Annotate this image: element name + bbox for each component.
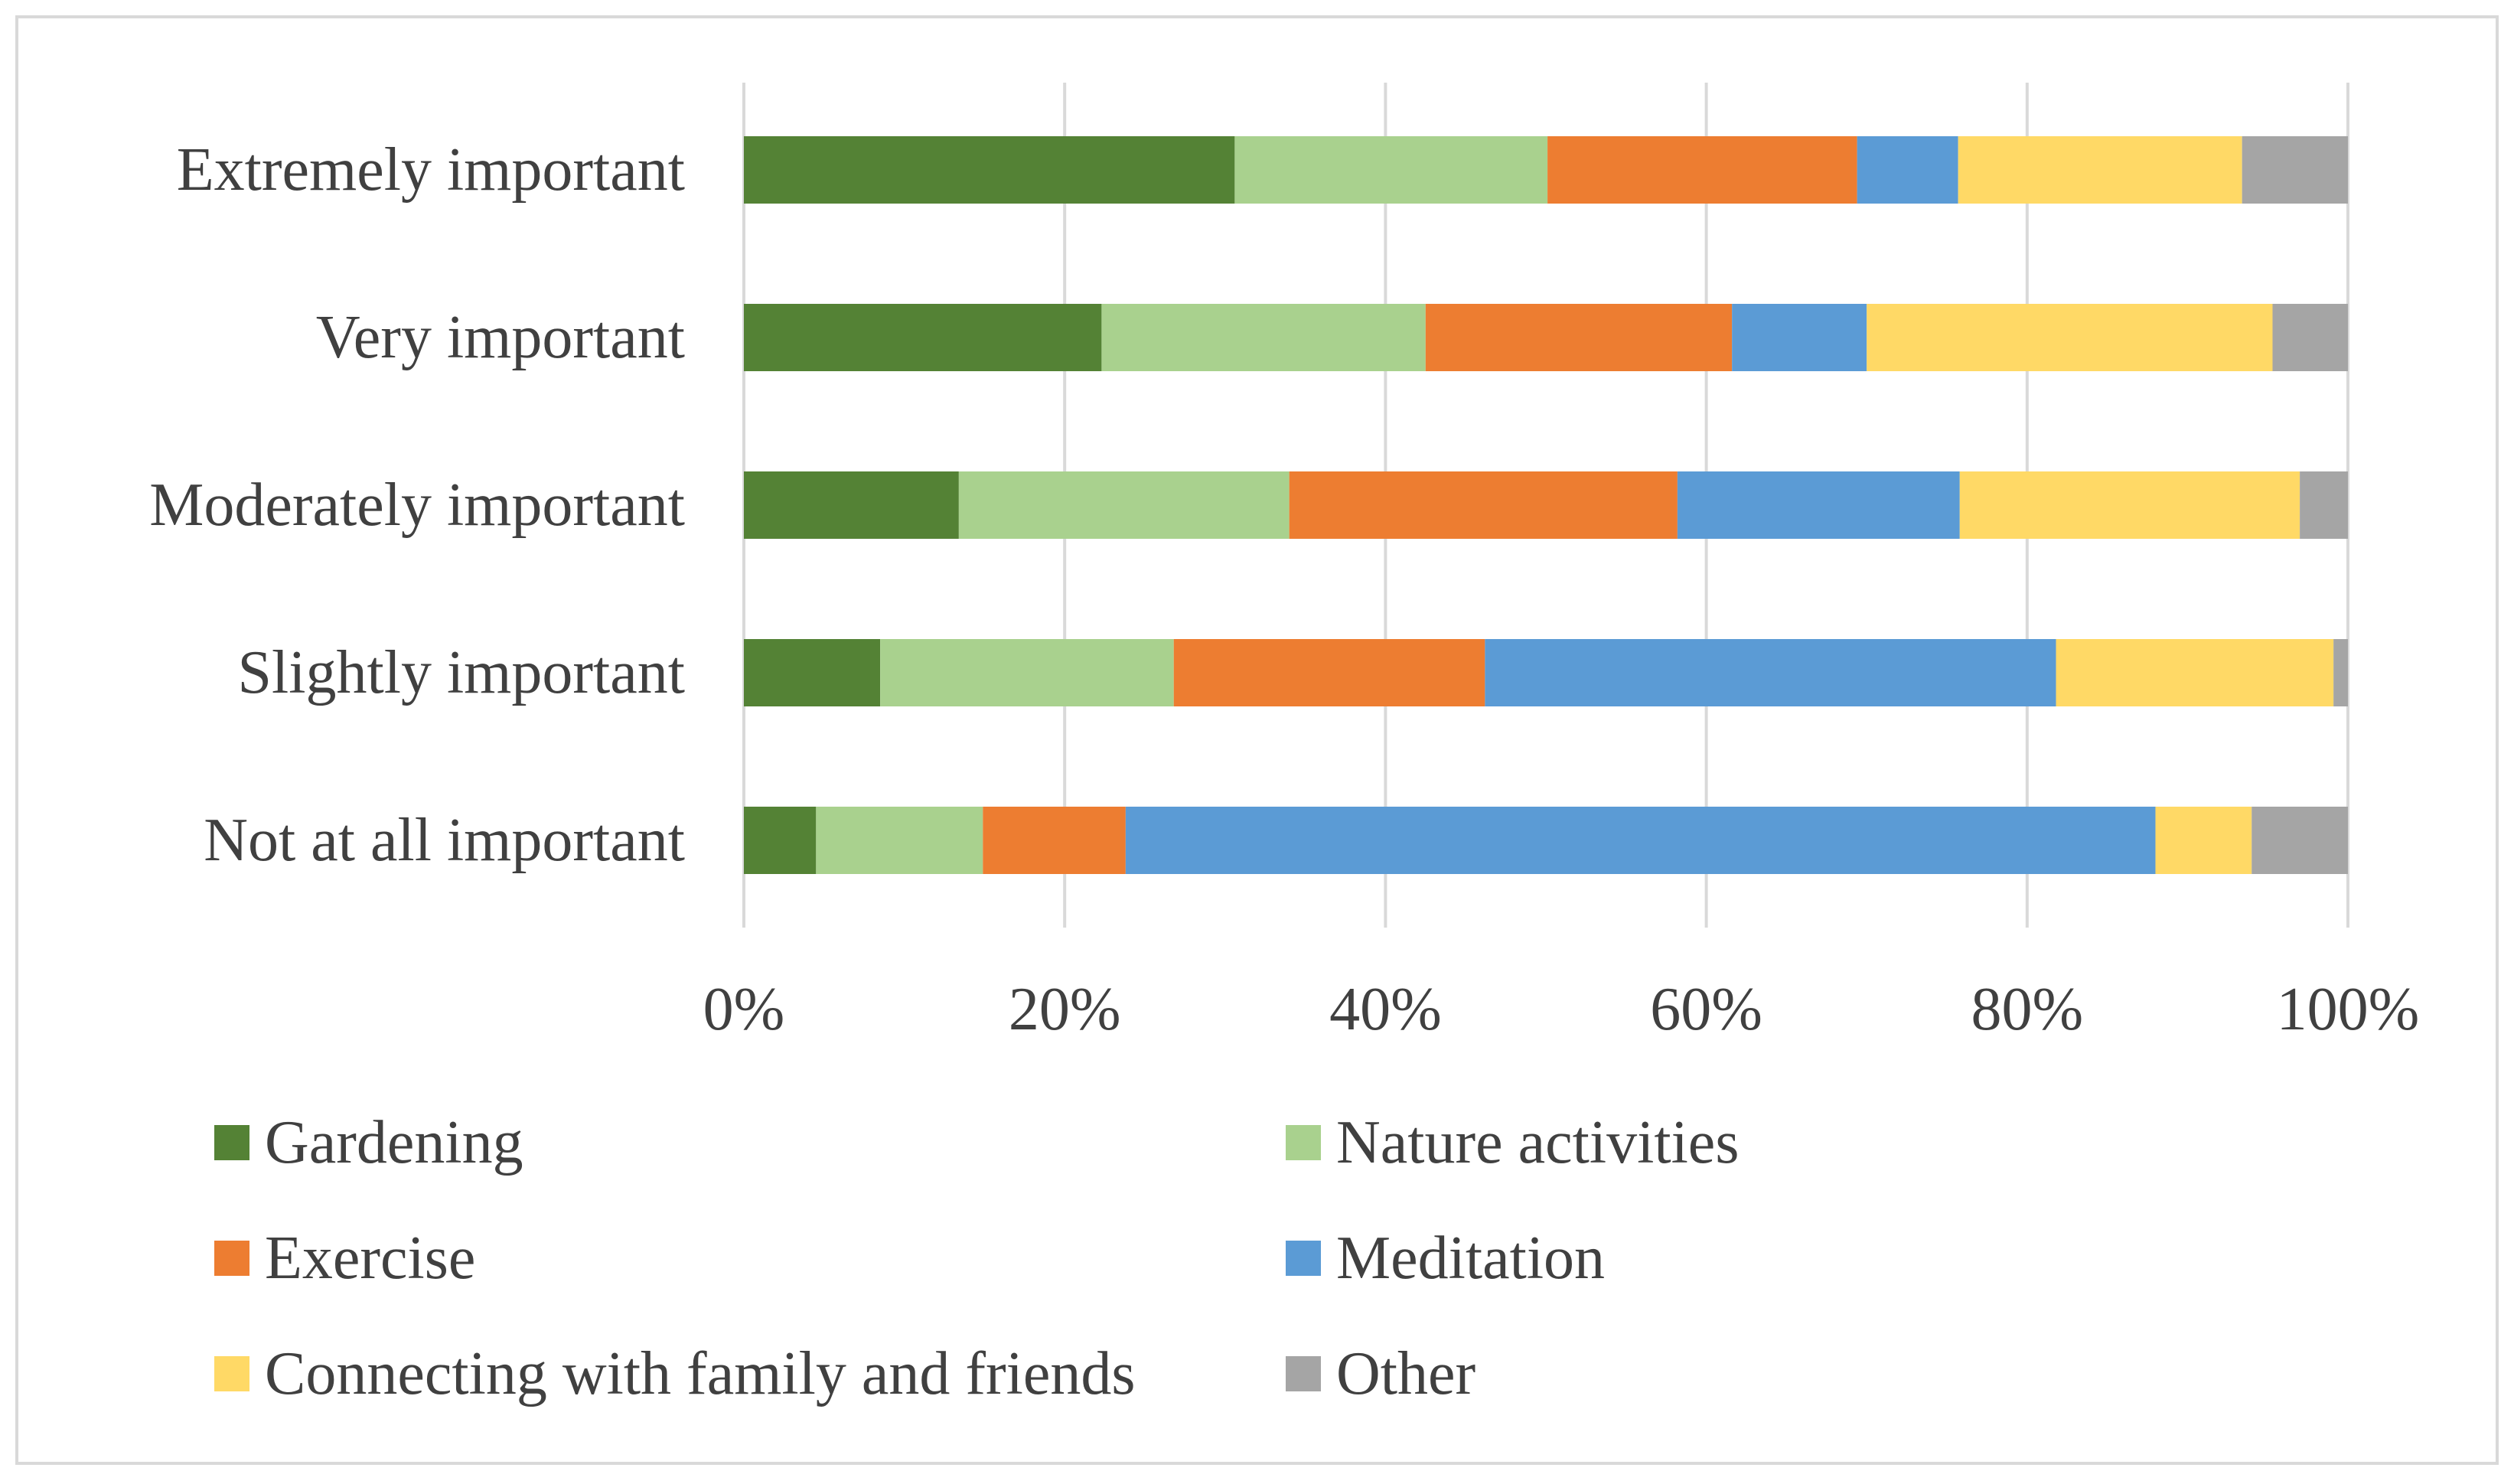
category-label: Very important xyxy=(316,304,685,371)
bar-segment xyxy=(2242,136,2348,204)
bar-segment xyxy=(1173,639,1485,706)
bar-segment xyxy=(1425,304,1733,371)
x-tick-label: 0% xyxy=(703,976,785,1043)
x-tick-labels: 0% 20% 40% 60% 80% 100% xyxy=(703,976,2420,1043)
category-label: Not at all important xyxy=(204,807,685,874)
legend-swatch xyxy=(214,1125,249,1160)
bar-segment xyxy=(1732,304,1867,371)
bar-segment xyxy=(2333,639,2348,706)
legend-label: Gardening xyxy=(265,1109,523,1176)
bar-segment xyxy=(1857,136,1958,204)
x-tick-label: 100% xyxy=(2277,976,2420,1043)
legend-label: Other xyxy=(1336,1340,1475,1407)
bar-segment xyxy=(880,639,1174,706)
legend-label: Exercise xyxy=(265,1225,475,1292)
bar-segment xyxy=(2300,471,2348,539)
x-tick-label: 80% xyxy=(1971,976,2083,1043)
bar-segment xyxy=(1234,136,1548,204)
bar-segment xyxy=(744,304,1102,371)
category-label: Moderately important xyxy=(149,471,685,539)
legend-swatch xyxy=(1286,1356,1321,1391)
bar-segment xyxy=(1125,807,2156,874)
category-label: Extremely important xyxy=(177,136,685,204)
bar-segment xyxy=(1547,136,1857,204)
legend-swatch xyxy=(214,1241,249,1276)
x-tick-label: 40% xyxy=(1329,976,1442,1043)
category-label: Slightly important xyxy=(238,639,685,706)
bar-segment xyxy=(1289,471,1678,539)
bar-segment xyxy=(958,471,1290,539)
bar-segment xyxy=(2252,807,2348,874)
bars xyxy=(744,136,2348,874)
bar-segment xyxy=(1101,304,1426,371)
bar-segment xyxy=(1958,136,2242,204)
legend-swatch xyxy=(1286,1241,1321,1276)
bar-segment xyxy=(744,639,881,706)
bar-segment xyxy=(1867,304,2273,371)
legend-label: Meditation xyxy=(1336,1225,1605,1292)
chart-border xyxy=(15,15,2499,1465)
legend: Gardening Nature activities Exercise Medita… xyxy=(214,1109,1739,1407)
bar-segment xyxy=(744,807,817,874)
bar-segment xyxy=(2272,304,2348,371)
bar-segment xyxy=(2155,807,2252,874)
bar-segment xyxy=(744,471,959,539)
x-tick-label: 20% xyxy=(1009,976,1121,1043)
legend-label: Connecting with family and friends xyxy=(265,1340,1136,1407)
bar-segment xyxy=(1959,471,2300,539)
legend-swatch xyxy=(1286,1125,1321,1160)
bar-segment xyxy=(2056,639,2334,706)
bar-segment xyxy=(744,136,1235,204)
bar-segment xyxy=(1677,471,1960,539)
legend-label: Nature activities xyxy=(1336,1109,1739,1176)
bar-segment xyxy=(816,807,983,874)
bar-segment xyxy=(1485,639,2056,706)
bar-segment xyxy=(983,807,1126,874)
legend-swatch xyxy=(214,1356,249,1391)
category-labels: Extremely important Very important Moderat… xyxy=(149,136,685,874)
x-tick-label: 60% xyxy=(1650,976,1762,1043)
